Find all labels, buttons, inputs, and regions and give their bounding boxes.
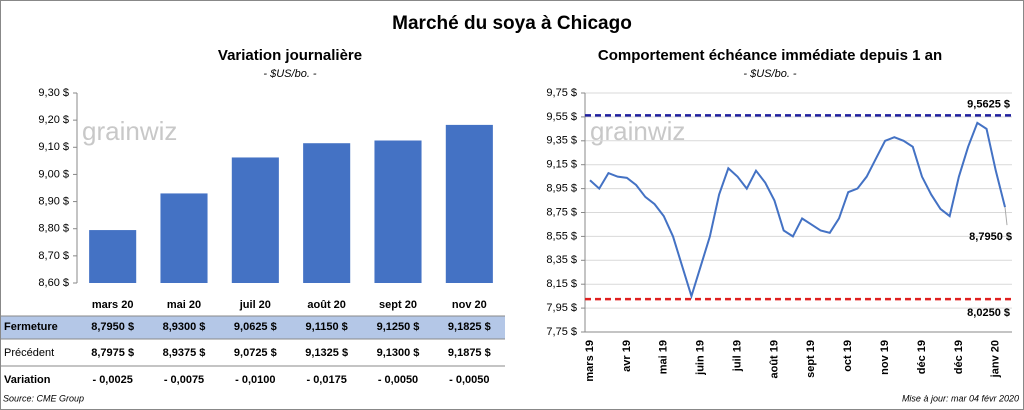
y-tick-label: 8,35 $ — [546, 254, 577, 266]
y-tick-label: 9,55 $ — [546, 111, 577, 123]
chart-subtitle: - $US/bo. - — [263, 68, 317, 80]
row-label: Précédent — [4, 347, 54, 359]
table-cell: 9,0625 $ — [234, 321, 277, 333]
bar — [303, 143, 351, 283]
x-tick-label: mars 19 — [584, 340, 596, 382]
y-tick-label: 9,00 $ — [38, 168, 69, 180]
table-cell: 9,1825 $ — [448, 321, 491, 333]
y-tick-label: 9,15 $ — [546, 159, 577, 171]
table-cell: 9,0725 $ — [234, 347, 277, 359]
y-tick-label: 8,15 $ — [546, 278, 577, 290]
table-cell: 8,7975 $ — [91, 347, 134, 359]
y-tick-label: 9,75 $ — [546, 87, 577, 99]
y-tick-label: 7,75 $ — [546, 326, 577, 338]
y-tick-label: 8,80 $ — [38, 223, 69, 235]
y-tick-label: 9,35 $ — [546, 135, 577, 147]
y-tick-label: 8,90 $ — [38, 195, 69, 207]
x-tick-label: mai 19 — [658, 340, 670, 374]
updated: Mise à jour: mar 04 févr 2020 — [902, 393, 1019, 403]
y-tick-label: 8,60 $ — [38, 277, 69, 289]
table-cell: 9,1150 $ — [306, 321, 348, 333]
bar — [89, 230, 137, 283]
x-tick-label: août 20 — [307, 299, 346, 311]
table-cell: - 0,0050 — [449, 374, 489, 386]
y-tick-label: 8,75 $ — [546, 206, 577, 218]
x-tick-label: déc 19 — [953, 340, 965, 374]
watermark: grainwiz — [82, 116, 177, 146]
chart-title: Comportement échéance immédiate depuis 1… — [598, 47, 942, 64]
chart-subtitle: - $US/bo. - — [743, 68, 797, 80]
bar — [445, 124, 493, 284]
bar — [374, 140, 422, 283]
x-tick-label: mai 20 — [167, 299, 201, 311]
x-tick-label: août 19 — [768, 340, 780, 379]
watermark: grainwiz — [590, 116, 685, 146]
table-cell: 9,1300 $ — [377, 347, 420, 359]
table-cell: - 0,0025 — [92, 374, 132, 386]
end-leader — [1004, 207, 1008, 226]
row-label: Variation — [4, 374, 51, 386]
table-cell: 8,7950 $ — [91, 321, 134, 333]
page-title: Marché du soya à Chicago — [392, 13, 632, 34]
x-tick-label: sept 20 — [379, 299, 417, 311]
x-tick-label: juin 19 — [695, 340, 707, 376]
bar — [231, 157, 279, 283]
table-cell: - 0,0050 — [378, 374, 418, 386]
x-tick-label: sept 19 — [805, 340, 817, 378]
table-cell: 9,1325 $ — [305, 347, 348, 359]
reference-label: 9,5625 $ — [967, 98, 1010, 110]
x-tick-label: mars 20 — [92, 299, 134, 311]
y-tick-label: 9,30 $ — [38, 87, 69, 99]
table-cell: 9,1250 $ — [377, 321, 420, 333]
x-tick-label: juil 19 — [731, 340, 743, 372]
x-tick-label: janv 20 — [990, 340, 1002, 378]
y-tick-label: 7,95 $ — [546, 302, 577, 314]
y-tick-label: 9,20 $ — [38, 114, 69, 126]
x-tick-label: oct 19 — [842, 340, 854, 372]
table-cell: - 0,0100 — [235, 374, 275, 386]
x-tick-label: juil 20 — [239, 299, 271, 311]
source: Source: CME Group — [3, 393, 84, 403]
y-tick-label: 9,10 $ — [38, 141, 69, 153]
chart-title: Variation journalière — [218, 47, 362, 64]
table-cell: 9,1875 $ — [448, 347, 491, 359]
table-cell: 8,9375 $ — [163, 347, 206, 359]
table-cell: 8,9300 $ — [163, 321, 206, 333]
table-cell: - 0,0075 — [164, 374, 204, 386]
row-highlight — [1, 316, 505, 339]
x-tick-label: avr 19 — [621, 340, 633, 372]
x-tick-label: nov 19 — [879, 340, 891, 375]
line-series — [589, 121, 1006, 300]
x-tick-label: déc 19 — [916, 340, 928, 374]
y-tick-label: 8,55 $ — [546, 230, 577, 242]
row-label: Fermeture — [4, 321, 58, 333]
x-tick-label: nov 20 — [452, 299, 487, 311]
reference-label: 8,0250 $ — [967, 307, 1010, 319]
table-cell: - 0,0175 — [306, 374, 346, 386]
y-tick-label: 8,95 $ — [546, 183, 577, 195]
bar — [160, 193, 208, 283]
end-label: 8,7950 $ — [969, 231, 1012, 243]
y-tick-label: 8,70 $ — [38, 250, 69, 262]
